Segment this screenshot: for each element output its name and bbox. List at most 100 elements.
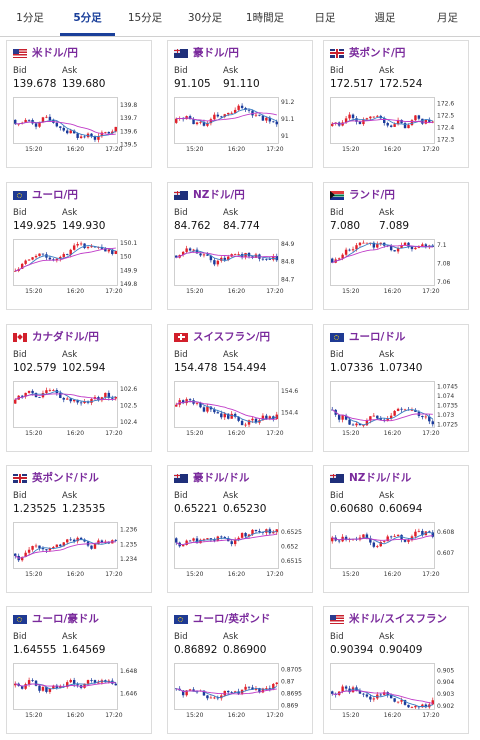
rate-card[interactable]: ユーロ/豪ドル Bid Ask 1.64555 1.64569 1.648 1.646 15:…: [6, 606, 152, 734]
candlestick-chart[interactable]: 1.0745 1.074 1.0735 1.073 1.0725 15:20 16:20 17…: [330, 381, 464, 439]
candle-body: [93, 544, 97, 549]
candle-body: [216, 697, 220, 699]
currency-pair-title[interactable]: ユーロ/英ポンド: [193, 613, 271, 625]
currency-pair-title[interactable]: 豪ドル/円: [193, 47, 239, 59]
currency-pair-title[interactable]: 米ドル/円: [32, 47, 78, 59]
rate-card[interactable]: スイスフラン/円 Bid Ask 154.478 154.494 154.6 154.4 15…: [167, 324, 313, 452]
candle-body: [86, 247, 90, 249]
currency-pair-title[interactable]: カナダドル/円: [32, 331, 99, 343]
candlestick-chart[interactable]: 102.6 102.5 102.4 15:20 16:20 17:20: [13, 381, 147, 439]
rate-card[interactable]: 豪ドル/円 Bid Ask 91.105 91.110 91.2 91.1 91 15:20 16…: [167, 40, 313, 168]
candle-body: [34, 545, 38, 547]
candlestick-chart[interactable]: 84.9 84.8 84.7 15:20 16:20 17:20: [174, 239, 308, 297]
candle-body: [421, 530, 424, 536]
candle-body: [199, 121, 202, 123]
candle-body: [213, 114, 216, 120]
rate-card[interactable]: ランド/円 Bid Ask 7.080 7.089 7.1 7.08 7.06 15:20 16:…: [323, 182, 469, 310]
rate-card[interactable]: NZドル/ドル Bid Ask 0.60680 0.60694 0.608 0.607 15:…: [323, 465, 469, 593]
candle-body: [41, 253, 45, 255]
candle-body: [199, 402, 202, 408]
time-axis-label: 17:20: [105, 146, 122, 153]
candle-body: [337, 414, 341, 420]
y-tick-label: 102.5: [120, 403, 137, 410]
tab-3[interactable]: 30分足: [187, 12, 223, 24]
tab-0[interactable]: 1分足: [16, 12, 44, 24]
currency-pair-title[interactable]: 英ポンド/ドル: [32, 472, 99, 484]
candle-body: [114, 396, 117, 399]
ask-value: 1.07340: [379, 362, 423, 374]
rate-card[interactable]: 米ドル/スイスフラン Bid Ask 0.90394 0.90409 0.905 0.904…: [323, 606, 469, 734]
ask-label: Ask: [223, 350, 239, 360]
candle-body: [90, 246, 93, 248]
candle-body: [31, 546, 34, 550]
candle-body: [69, 539, 72, 541]
candlestick-chart[interactable]: 7.1 7.08 7.06 15:20 16:20 17:20: [330, 239, 464, 297]
rate-card[interactable]: 英ポンド/円 Bid Ask 172.517 172.524 172.6 172.5 172.…: [323, 40, 469, 168]
candlestick-chart[interactable]: 91.2 91.1 91 15:20 16:20 17:20: [174, 97, 308, 155]
candlestick-chart[interactable]: 0.8705 0.87 0.8695 0.869 15:20 16:20 17:20: [174, 663, 308, 721]
candlestick-chart[interactable]: 0.608 0.607 15:20 16:20 17:20: [330, 522, 464, 580]
candle-body: [24, 260, 27, 264]
candle-body: [240, 105, 244, 108]
candle-body: [27, 680, 31, 685]
candlestick-chart[interactable]: 1.648 1.646 15:20 16:20 17:20: [13, 663, 147, 721]
candle-body: [351, 687, 355, 693]
candle-body: [331, 691, 334, 694]
chart-frame: [13, 663, 118, 710]
currency-pair-title[interactable]: ランド/円: [349, 189, 395, 201]
candlestick-chart[interactable]: 0.905 0.904 0.903 0.902 15:20 16:20 17:20: [330, 663, 464, 721]
currency-pair-title[interactable]: 豪ドル/ドル: [193, 472, 250, 484]
candle-body: [66, 539, 69, 543]
rate-card[interactable]: ユーロ/英ポンド Bid Ask 0.86892 0.86900 0.8705 0.87 0.…: [167, 606, 313, 734]
chart-frame: [174, 239, 279, 286]
tab-5[interactable]: 日足: [314, 12, 336, 24]
tab-4[interactable]: 1時間足: [245, 12, 285, 24]
candle-body: [48, 390, 52, 391]
candlestick-chart[interactable]: 0.6525 0.652 0.6515 15:20 16:20 17:20: [174, 522, 308, 580]
candlestick-chart[interactable]: 1.236 1.235 1.234 15:20 16:20 17:20: [13, 522, 147, 580]
rate-card[interactable]: 英ポンド/ドル Bid Ask 1.23525 1.23535 1.236 1.235 1.2…: [6, 465, 152, 593]
candle-body: [227, 256, 230, 260]
currency-pair-title[interactable]: 米ドル/スイスフラン: [349, 613, 448, 625]
candlestick-chart[interactable]: 172.6 172.5 172.4 172.3 15:20 16:20 17:20: [330, 97, 464, 155]
currency-pair-title[interactable]: 英ポンド/円: [349, 47, 406, 59]
rate-card[interactable]: 米ドル/円 Bid Ask 139.678 139.680 139.8 139.7 139.6…: [6, 40, 152, 168]
tab-7[interactable]: 月足: [437, 12, 458, 24]
tab-1[interactable]: 5分足: [60, 0, 115, 36]
candle-body: [410, 120, 414, 126]
bid-label: Bid: [330, 66, 344, 76]
ask-value: 139.680: [62, 78, 106, 90]
candle-body: [251, 529, 254, 535]
currency-pair-title[interactable]: ユーロ/ドル: [349, 331, 406, 343]
y-tick-label: 0.607: [437, 550, 454, 557]
tab-6[interactable]: 週足: [374, 12, 396, 24]
tab-2[interactable]: 15分足: [127, 12, 163, 24]
y-tick-label: 139.8: [120, 102, 137, 109]
candle-body: [351, 424, 355, 426]
rate-card[interactable]: ユーロ/ドル Bid Ask 1.07336 1.07340 1.0745 1.074 1.0…: [323, 324, 469, 452]
candle-body: [414, 247, 417, 250]
rate-card[interactable]: ユーロ/円 Bid Ask 149.925 149.930 150.1 150 149.9 14…: [6, 182, 152, 310]
rate-card[interactable]: カナダドル/円 Bid Ask 102.579 102.594 102.6 102.5 102…: [6, 324, 152, 452]
y-tick-label: 0.8695: [281, 691, 302, 698]
candlestick-chart[interactable]: 150.1 150 149.9 149.8 15:20 16:20 17:20: [13, 239, 147, 297]
currency-pair-title[interactable]: ユーロ/豪ドル: [32, 613, 99, 625]
y-tick-label: 7.1: [437, 242, 447, 249]
currency-pair-title[interactable]: スイスフラン/円: [193, 331, 271, 343]
candlestick-chart[interactable]: 154.6 154.4 15:20 16:20 17:20: [174, 381, 308, 439]
y-tick-label: 154.6: [281, 388, 298, 395]
card-header: ユーロ/ドル: [330, 330, 405, 344]
candle-body: [254, 688, 258, 690]
rate-card[interactable]: NZドル/円 Bid Ask 84.762 84.774 84.9 84.8 84.7 15:2…: [167, 182, 313, 310]
currency-pair-title[interactable]: NZドル/ドル: [349, 472, 412, 484]
candle-body: [24, 392, 27, 397]
candle-body: [351, 249, 355, 251]
rate-card[interactable]: 豪ドル/ドル Bid Ask 0.65221 0.65230 0.6525 0.652 0.6…: [167, 465, 313, 593]
currency-pair-title[interactable]: NZドル/円: [193, 189, 245, 201]
candlestick-chart[interactable]: 139.8 139.7 139.6 139.5 15:20 16:20 17:20: [13, 97, 147, 155]
y-tick-label: 84.7: [281, 276, 295, 283]
currency-pair-title[interactable]: ユーロ/円: [32, 189, 78, 201]
candle-body: [69, 679, 72, 683]
candle-body: [247, 109, 251, 111]
candle-body: [272, 532, 275, 534]
